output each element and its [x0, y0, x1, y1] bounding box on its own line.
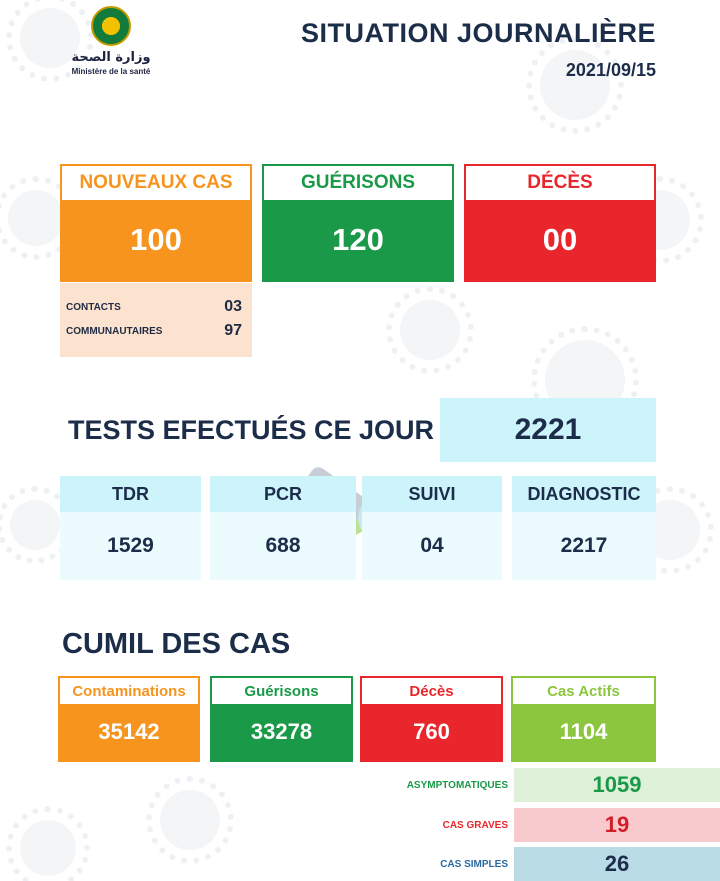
background-virus-icon	[6, 0, 94, 82]
background-virus-icon	[386, 286, 474, 374]
recoveries-card: GUÉRISONS 120	[262, 164, 454, 282]
active-breakdown-row: CAS SIMPLES 26	[362, 847, 720, 881]
background-virus-icon	[0, 176, 78, 260]
breakdown-value: 03	[224, 298, 242, 315]
cumulative-value: 35142	[60, 704, 198, 760]
active-breakdown-label: CAS SIMPLES	[440, 858, 508, 870]
emblem-icon	[91, 6, 131, 46]
new-cases-value: 100	[62, 200, 250, 280]
background-virus-icon	[6, 806, 90, 881]
new-cases-breakdown: CONTACTS 03 COMMUNAUTAIRES 97	[60, 283, 252, 357]
cumulative-recoveries-card: Guérisons 33278	[210, 676, 353, 762]
background-virus-icon	[146, 776, 234, 864]
test-label: DIAGNOSTIC	[512, 476, 656, 512]
test-value: 04	[362, 512, 502, 580]
deaths-card: DÉCÈS 00	[464, 164, 656, 282]
cumulative-label: Guérisons	[212, 678, 351, 704]
recoveries-label: GUÉRISONS	[264, 166, 452, 200]
test-column-suivi: SUIVI 04	[362, 476, 502, 580]
ministry-name-french: Ministère de la santé	[71, 67, 151, 76]
cumulative-value: 760	[362, 704, 501, 760]
background-virus-icon	[526, 36, 624, 134]
new-cases-label: NOUVEAUX CAS	[62, 166, 250, 200]
test-column-diagnostic: DIAGNOSTIC 2217	[512, 476, 656, 580]
test-value: 688	[210, 512, 356, 580]
test-label: TDR	[60, 476, 201, 512]
active-breakdown-value: 26	[514, 847, 720, 881]
recoveries-value: 120	[264, 200, 452, 280]
test-value: 2217	[512, 512, 656, 580]
deaths-label: DÉCÈS	[466, 166, 654, 200]
test-column-pcr: PCR 688	[210, 476, 356, 580]
active-breakdown-row: CAS GRAVES 19	[362, 808, 720, 842]
new-cases-card: NOUVEAUX CAS 100	[60, 164, 252, 282]
breakdown-label: COMMUNAUTAIRES	[66, 325, 163, 337]
active-breakdown-value: 19	[514, 808, 720, 842]
test-value: 1529	[60, 512, 201, 580]
ministry-name-arabic: وزارة الصحة	[71, 50, 151, 65]
cumulative-value: 1104	[513, 704, 654, 760]
ministry-logo: وزارة الصحة Ministère de la santé	[56, 6, 166, 76]
breakdown-row: CONTACTS 03	[66, 295, 242, 319]
report-date: 2021/09/15	[565, 60, 656, 80]
cumulative-value: 33278	[212, 704, 351, 760]
breakdown-value: 97	[224, 322, 242, 339]
test-label: SUIVI	[362, 476, 502, 512]
active-breakdown-value: 1059	[514, 768, 720, 802]
cumulative-deaths-card: Décès 760	[360, 676, 503, 762]
breakdown-row: COMMUNAUTAIRES 97	[66, 319, 242, 343]
active-cases-card: Cas Actifs 1104	[511, 676, 656, 762]
cumulative-label: Cas Actifs	[513, 678, 654, 704]
tests-total: 2221	[440, 398, 656, 462]
active-breakdown-row: ASYMPTOMATIQUES 1059	[362, 768, 720, 802]
cumulative-title: CUMIL DES CAS	[62, 628, 291, 660]
tests-title: TESTS EFECTUÉS CE JOUR	[68, 414, 435, 445]
active-breakdown-label: ASYMPTOMATIQUES	[406, 779, 508, 791]
cumulative-contaminations-card: Contaminations 35142	[58, 676, 200, 762]
deaths-value: 00	[466, 200, 654, 280]
page-title: SITUATION JOURNALIÈRE	[300, 18, 656, 48]
background-virus-icon	[0, 486, 74, 564]
cumulative-label: Décès	[362, 678, 501, 704]
active-breakdown-label: CAS GRAVES	[442, 819, 508, 831]
test-column-tdr: TDR 1529	[60, 476, 201, 580]
test-label: PCR	[210, 476, 356, 512]
breakdown-label: CONTACTS	[66, 301, 121, 313]
cumulative-label: Contaminations	[60, 678, 198, 704]
